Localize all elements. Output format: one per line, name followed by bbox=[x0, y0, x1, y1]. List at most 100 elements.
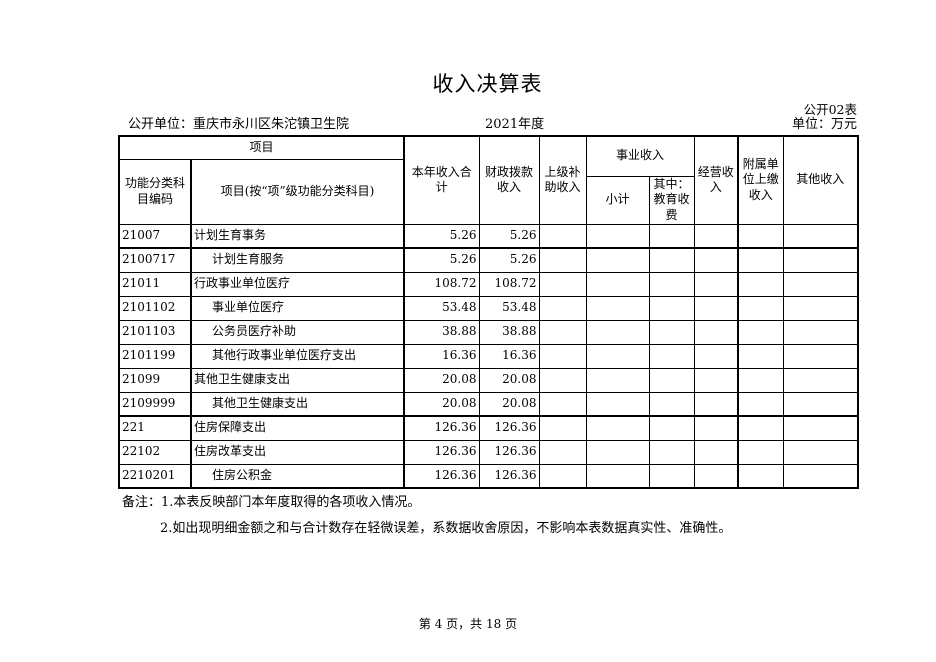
cell-career-subtotal bbox=[585, 295, 650, 321]
cell-other-income bbox=[782, 463, 859, 489]
cell-education-fee bbox=[648, 415, 695, 441]
cell-affiliated-turn-in bbox=[737, 223, 784, 249]
cell-function-code: 22102 bbox=[118, 439, 192, 465]
cell-project-name: 住房保障支出 bbox=[190, 415, 406, 441]
cell-function-code: 2101199 bbox=[118, 343, 192, 369]
cell-career-subtotal bbox=[585, 271, 650, 297]
cell-function-code: 21099 bbox=[118, 367, 192, 393]
cell-function-code: 2210201 bbox=[118, 463, 192, 489]
cell-year-total: 126.36 bbox=[403, 463, 480, 489]
cell-upper-subsidy bbox=[538, 223, 587, 249]
note-line-1: 备注：1.本表反映部门本年度取得的各项收入情况。 bbox=[122, 495, 421, 510]
header-function-code: 功能分类科目编码 bbox=[118, 158, 192, 225]
publisher-label: 公开单位：重庆市永川区朱沱镇卫生院 bbox=[128, 117, 350, 132]
cell-fiscal-appropriation: 20.08 bbox=[478, 391, 540, 417]
cell-career-subtotal bbox=[585, 319, 650, 345]
cell-year-total: 38.88 bbox=[403, 319, 480, 345]
table-row: 2210201 住房公积金 126.36 126.36 bbox=[118, 463, 859, 489]
cell-year-total: 20.08 bbox=[403, 391, 480, 417]
cell-other-income bbox=[782, 367, 859, 393]
cell-career-subtotal bbox=[585, 247, 650, 273]
cell-affiliated-turn-in bbox=[737, 295, 784, 321]
cell-education-fee bbox=[648, 295, 695, 321]
table-header: 项目 本年收入合计 财政拨款收入 上级补助收入 事业收入 经营收入 附属单位上缴… bbox=[118, 135, 859, 225]
cell-operating-income bbox=[693, 295, 740, 321]
cell-fiscal-appropriation: 126.36 bbox=[478, 439, 540, 465]
cell-education-fee bbox=[648, 439, 695, 465]
header-operating-income: 经营收入 bbox=[693, 135, 740, 225]
cell-operating-income bbox=[693, 343, 740, 369]
cell-operating-income bbox=[693, 367, 740, 393]
header-other-income: 其他收入 bbox=[782, 135, 859, 225]
cell-education-fee bbox=[648, 271, 695, 297]
cell-affiliated-turn-in bbox=[737, 319, 784, 345]
cell-operating-income bbox=[693, 391, 740, 417]
cell-affiliated-turn-in bbox=[737, 463, 784, 489]
table-row: 21007 计划生育事务 5.26 5.26 bbox=[118, 223, 859, 249]
cell-year-total: 5.26 bbox=[403, 247, 480, 273]
cell-operating-income bbox=[693, 271, 740, 297]
cell-function-code: 21007 bbox=[118, 223, 192, 249]
cell-operating-income bbox=[693, 319, 740, 345]
income-table-body: 21007 计划生育事务 5.26 5.26 2100717 计划生育服务 5.26 5.26… bbox=[118, 223, 859, 489]
cell-education-fee bbox=[648, 391, 695, 417]
header-affiliated-turn-in: 附属单位上缴收入 bbox=[737, 135, 784, 225]
cell-affiliated-turn-in bbox=[737, 415, 784, 441]
cell-other-income bbox=[782, 343, 859, 369]
cell-affiliated-turn-in bbox=[737, 367, 784, 393]
cell-affiliated-turn-in bbox=[737, 271, 784, 297]
cell-year-total: 108.72 bbox=[403, 271, 480, 297]
cell-project-name: 住房公积金 bbox=[190, 463, 406, 489]
table-row: 21011 行政事业单位医疗 108.72 108.72 bbox=[118, 271, 859, 297]
cell-career-subtotal bbox=[585, 391, 650, 417]
cell-affiliated-turn-in bbox=[737, 247, 784, 273]
cell-fiscal-appropriation: 126.36 bbox=[478, 415, 540, 441]
cell-function-code: 2101103 bbox=[118, 319, 192, 345]
cell-project-name: 其他卫生健康支出 bbox=[190, 391, 406, 417]
meta-row: 公开单位：重庆市永川区朱沱镇卫生院 2021年度 单位：万元 bbox=[118, 113, 857, 132]
cell-affiliated-turn-in bbox=[737, 439, 784, 465]
cell-project-name: 其他行政事业单位医疗支出 bbox=[190, 343, 406, 369]
cell-other-income bbox=[782, 247, 859, 273]
cell-education-fee bbox=[648, 367, 695, 393]
cell-upper-subsidy bbox=[538, 463, 587, 489]
cell-project-name: 事业单位医疗 bbox=[190, 295, 406, 321]
cell-year-total: 20.08 bbox=[403, 367, 480, 393]
cell-career-subtotal bbox=[585, 343, 650, 369]
cell-career-subtotal bbox=[585, 415, 650, 441]
form-code-label: 公开02表 bbox=[803, 102, 857, 117]
header-project-group: 项目 bbox=[118, 135, 406, 160]
cell-operating-income bbox=[693, 463, 740, 489]
table-row: 2109999 其他卫生健康支出 20.08 20.08 bbox=[118, 391, 859, 417]
cell-education-fee bbox=[648, 223, 695, 249]
cell-fiscal-appropriation: 108.72 bbox=[478, 271, 540, 297]
cell-upper-subsidy bbox=[538, 295, 587, 321]
cell-other-income bbox=[782, 391, 859, 417]
cell-education-fee bbox=[648, 247, 695, 273]
header-subtotal: 小计 bbox=[585, 175, 650, 225]
cell-function-code: 2101102 bbox=[118, 295, 192, 321]
cell-operating-income bbox=[693, 415, 740, 441]
cell-fiscal-appropriation: 126.36 bbox=[478, 463, 540, 489]
table-row: 221 住房保障支出 126.36 126.36 bbox=[118, 415, 859, 441]
cell-other-income bbox=[782, 271, 859, 297]
cell-career-subtotal bbox=[585, 367, 650, 393]
cell-project-name: 住房改革支出 bbox=[190, 439, 406, 465]
cell-fiscal-appropriation: 5.26 bbox=[478, 247, 540, 273]
cell-other-income bbox=[782, 295, 859, 321]
cell-year-total: 126.36 bbox=[403, 439, 480, 465]
cell-project-name: 公务员医疗补助 bbox=[190, 319, 406, 345]
cell-operating-income bbox=[693, 439, 740, 465]
cell-fiscal-appropriation: 16.36 bbox=[478, 343, 540, 369]
header-career-income-group: 事业收入 bbox=[585, 135, 695, 177]
cell-function-code: 2109999 bbox=[118, 391, 192, 417]
cell-education-fee bbox=[648, 343, 695, 369]
cell-project-name: 计划生育服务 bbox=[190, 247, 406, 273]
unit-of-measure-label: 单位：万元 bbox=[791, 117, 857, 132]
cell-function-code: 2100717 bbox=[118, 247, 192, 273]
table-row: 2101199 其他行政事业单位医疗支出 16.36 16.36 bbox=[118, 343, 859, 369]
cell-affiliated-turn-in bbox=[737, 343, 784, 369]
cell-project-name: 其他卫生健康支出 bbox=[190, 367, 406, 393]
cell-upper-subsidy bbox=[538, 343, 587, 369]
cell-function-code: 221 bbox=[118, 415, 192, 441]
